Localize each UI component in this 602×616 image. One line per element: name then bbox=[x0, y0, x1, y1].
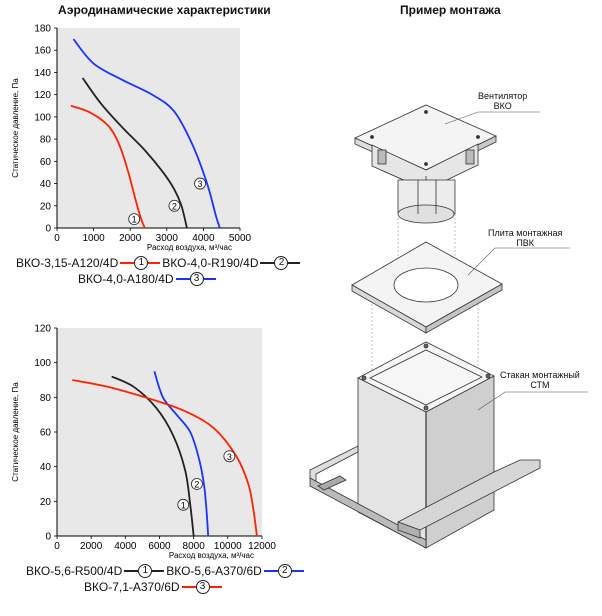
series-line bbox=[72, 379, 258, 537]
series-marker-label: 3 bbox=[227, 452, 232, 462]
legend-swatch bbox=[288, 262, 301, 264]
y-tick-label: 20 bbox=[40, 201, 52, 212]
series-marker bbox=[223, 450, 236, 463]
series-line bbox=[72, 38, 221, 229]
x-axis-label: Расход воздуха, м³/час bbox=[169, 551, 254, 560]
y-tick-label: 160 bbox=[34, 46, 51, 57]
callout-line: СТМ bbox=[530, 380, 550, 390]
legend-swatch bbox=[120, 262, 135, 264]
legend-row: ВКО-7,1-А370/6D 3 bbox=[84, 580, 224, 594]
y-tick-label: 180 bbox=[34, 24, 51, 35]
series-marker bbox=[194, 177, 206, 190]
legend-swatch bbox=[209, 586, 222, 588]
x-tick-label: 8000 bbox=[183, 541, 206, 552]
legend-label: ВКО-5,6-А370/6D bbox=[166, 564, 262, 578]
series-marker-label: 1 bbox=[132, 215, 137, 225]
legend-marker: 1 bbox=[138, 564, 153, 578]
legend-swatch bbox=[152, 570, 165, 572]
legend-marker: 2 bbox=[277, 564, 292, 578]
x-tick-label: 6000 bbox=[148, 541, 171, 552]
series-marker-label: 2 bbox=[194, 480, 199, 490]
legend-swatch bbox=[263, 570, 278, 572]
legend-marker: 3 bbox=[189, 272, 204, 286]
y-axis-label: Статическое давление, Па bbox=[11, 78, 20, 178]
series-marker-label: 3 bbox=[198, 179, 203, 189]
x-tick-label: 12000 bbox=[248, 541, 276, 552]
series-marker bbox=[191, 478, 203, 490]
series-line bbox=[70, 104, 146, 229]
series-line bbox=[111, 375, 195, 537]
series-marker bbox=[168, 199, 181, 212]
plot-area bbox=[57, 328, 262, 536]
legend-label: ВКО-4,0-R190/4D bbox=[162, 256, 259, 270]
aerodynamics-title: Аэродинамические характеристики bbox=[58, 3, 271, 17]
legend-row: ВКО-4,0-А180/4D 3 bbox=[78, 272, 218, 286]
y-tick-label: 20 bbox=[40, 497, 52, 508]
legend-swatch bbox=[291, 570, 304, 572]
series-line bbox=[81, 77, 188, 229]
label-plate: Плита монтажная ПВК bbox=[488, 228, 562, 248]
y-axis-label: Статическое давление, Па bbox=[11, 382, 20, 482]
series-line bbox=[153, 371, 210, 537]
legend-row: ВКО-3,15-А120/4D 1 ВКО-4,0-R190/4D 2 bbox=[16, 256, 302, 270]
legend-label: ВКО-7,1-А370/6D bbox=[84, 580, 180, 594]
cup-stm bbox=[309, 341, 541, 549]
y-tick-label: 100 bbox=[34, 358, 51, 369]
installation-title: Пример монтажа bbox=[400, 3, 501, 17]
x-tick-label: 2000 bbox=[80, 541, 103, 552]
legend-row: ВКО-5,6-R500/4D 1 ВКО-5,6-А370/6D 2 bbox=[26, 564, 306, 578]
legend-swatch bbox=[175, 278, 190, 280]
x-tick-label: 1000 bbox=[82, 233, 105, 244]
legend-swatch bbox=[124, 570, 139, 572]
y-tick-label: 60 bbox=[40, 157, 52, 168]
x-axis-label: Расход воздуха, м³/час bbox=[147, 243, 232, 252]
y-tick-label: 40 bbox=[40, 462, 52, 473]
legend-marker: 1 bbox=[134, 256, 149, 270]
x-tick-label: 4000 bbox=[192, 233, 215, 244]
y-tick-label: 80 bbox=[40, 393, 52, 404]
legend-swatch bbox=[148, 262, 161, 264]
callout-line: Вентилятор bbox=[478, 91, 528, 101]
y-tick-label: 140 bbox=[34, 68, 51, 79]
y-tick-label: 100 bbox=[34, 112, 51, 123]
x-tick-label: 3000 bbox=[156, 233, 179, 244]
y-tick-label: 120 bbox=[34, 324, 51, 335]
y-tick-label: 40 bbox=[40, 179, 52, 190]
y-tick-label: 120 bbox=[34, 90, 51, 101]
x-tick-label: 5000 bbox=[229, 233, 252, 244]
x-tick-label: 0 bbox=[54, 541, 60, 552]
y-tick-label: 60 bbox=[40, 428, 52, 439]
x-tick-label: 4000 bbox=[114, 541, 137, 552]
series-marker-label: 1 bbox=[181, 500, 186, 510]
y-tick-label: 0 bbox=[45, 224, 51, 235]
callout-line: Стакан монтажный bbox=[500, 370, 580, 380]
label-cup: Стакан монтажный СТМ bbox=[500, 370, 580, 390]
legend-label: ВКО-3,15-А120/4D bbox=[16, 256, 119, 270]
y-tick-label: 80 bbox=[40, 135, 52, 146]
legend-swatch bbox=[203, 278, 216, 280]
label-fan: Вентилятор ВКО bbox=[478, 91, 527, 111]
series-marker bbox=[128, 213, 141, 226]
plate-pvk bbox=[351, 241, 503, 334]
legend-label: ВКО-5,6-R500/4D bbox=[26, 564, 123, 578]
callout-line: ПВК bbox=[516, 238, 535, 248]
legend-marker: 2 bbox=[274, 256, 289, 270]
legend-swatch bbox=[181, 586, 196, 588]
x-tick-label: 0 bbox=[54, 233, 60, 244]
x-tick-label: 2000 bbox=[119, 233, 142, 244]
y-tick-label: 0 bbox=[45, 532, 51, 543]
callout-line: Плита монтажная bbox=[488, 228, 563, 238]
legend-swatch bbox=[260, 262, 275, 264]
fan-vko bbox=[354, 104, 497, 224]
callout-line: ВКО bbox=[493, 101, 512, 111]
series-marker-label: 2 bbox=[172, 201, 177, 211]
legend-label: ВКО-4,0-А180/4D bbox=[78, 272, 174, 286]
x-tick-label: 10000 bbox=[214, 541, 242, 552]
series-marker bbox=[177, 498, 190, 511]
legend-marker: 3 bbox=[195, 580, 210, 594]
